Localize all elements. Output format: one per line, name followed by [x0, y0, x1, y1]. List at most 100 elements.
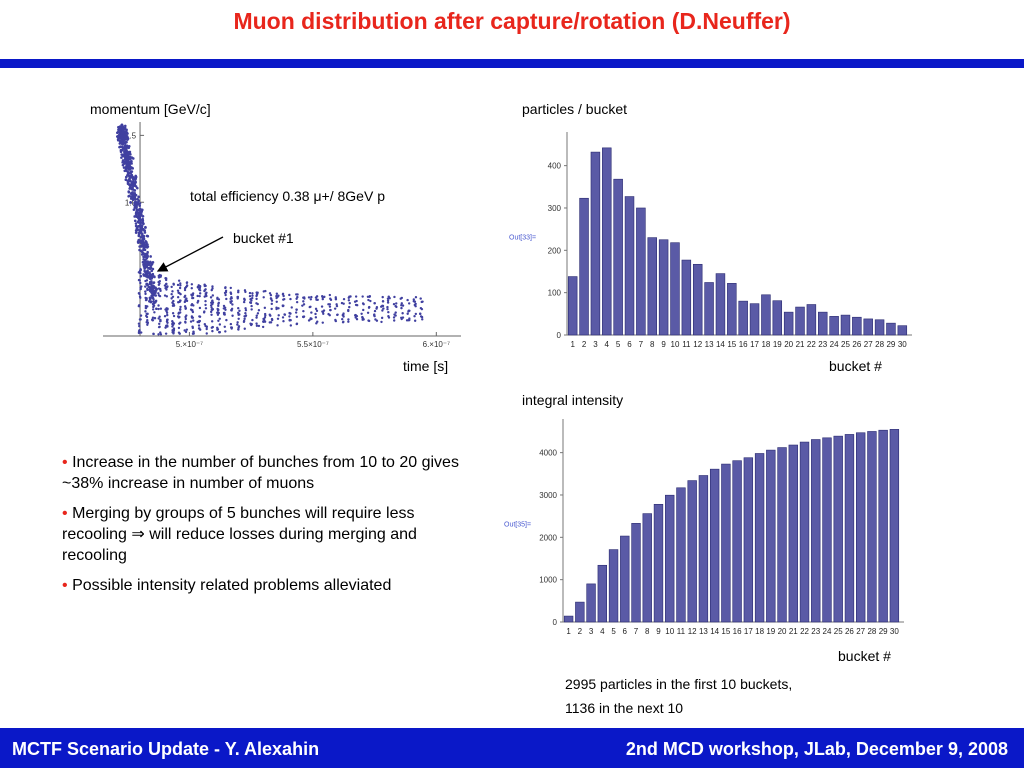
note-line-1: 2995 particles in the first 10 buckets,	[565, 676, 793, 692]
x-tick-label: 1	[570, 340, 575, 349]
scatter-point	[401, 312, 404, 315]
bullet-item: • Possible intensity related problems al…	[62, 577, 392, 594]
x-tick-label: 13	[705, 340, 714, 349]
scatter-point	[127, 164, 131, 168]
scatter-point	[146, 234, 150, 238]
scatter-point	[163, 315, 167, 318]
scatter-point	[157, 307, 160, 311]
bullet-item: • Increase in the number of bunches from…	[62, 454, 459, 492]
scatter-point	[380, 320, 383, 324]
scatter-point	[136, 240, 140, 243]
scatter-point	[185, 299, 189, 303]
x-tick-label: 11	[677, 627, 686, 636]
scatter-point	[177, 316, 181, 319]
scatter-point	[158, 322, 161, 326]
scatter-point	[237, 325, 241, 328]
x-tick-label: 28	[867, 627, 876, 636]
scatter-point	[386, 297, 390, 300]
scatter-point	[236, 323, 239, 326]
scatter-point	[131, 181, 135, 184]
scatter-point	[236, 311, 240, 315]
bar	[806, 304, 817, 336]
scatter-point	[231, 303, 234, 306]
scatter-point	[185, 284, 189, 288]
x-tick-label: 15	[727, 340, 736, 349]
scatter-point	[165, 318, 169, 322]
scatter-point	[141, 215, 145, 218]
scatter-point	[123, 142, 127, 145]
scatter-point	[149, 266, 153, 270]
out-label: Out[35]=	[504, 521, 531, 528]
scatter-point	[412, 298, 416, 301]
scatter-point	[275, 292, 279, 295]
scatter-point	[420, 307, 424, 311]
scatter-point	[146, 323, 149, 326]
scatter-point	[362, 303, 365, 306]
scatter-point	[309, 298, 313, 301]
scatter-point	[151, 308, 155, 311]
scatter-point	[421, 300, 424, 303]
scatter-point	[137, 199, 140, 203]
scatter-point	[136, 226, 139, 230]
scatter-point	[231, 314, 234, 317]
bar	[721, 463, 731, 623]
scatter-point	[130, 162, 133, 165]
scatter-point	[282, 298, 285, 301]
scatter-point	[118, 142, 122, 145]
scatter-point	[262, 318, 266, 321]
scatter-point	[176, 289, 180, 292]
x-tick-label: 12	[693, 340, 702, 349]
note-line-2: 1136 in the next 10	[565, 700, 684, 716]
bar	[761, 294, 771, 336]
scatter-point	[146, 261, 149, 265]
y-tick-label: 1000	[539, 576, 557, 585]
scatter-point	[179, 305, 182, 309]
scatter-point	[151, 274, 154, 277]
scatter-point	[393, 295, 396, 299]
scatter-point	[229, 291, 232, 294]
scatter-point	[126, 159, 130, 163]
scatter-point	[367, 298, 370, 302]
scatter-point	[314, 316, 318, 319]
bar	[844, 434, 855, 623]
bar	[590, 151, 601, 336]
scatter-point	[119, 145, 122, 148]
scatter-point	[347, 299, 351, 302]
scatter-point	[131, 196, 135, 199]
scatter-point	[262, 296, 265, 299]
scatter-point	[139, 249, 143, 253]
scatter-point	[146, 319, 149, 322]
scatter-point	[251, 318, 254, 322]
scatter-point	[151, 318, 154, 322]
scatter-point	[146, 288, 149, 292]
scatter-point	[158, 280, 161, 283]
scatter-point	[243, 327, 246, 330]
scatter-point	[139, 296, 142, 299]
scatter-point	[121, 154, 125, 158]
scatter-point	[163, 284, 167, 287]
scatter-point	[355, 314, 359, 318]
bar	[795, 306, 805, 336]
scatter-y-title: momentum [GeV/c]	[90, 101, 211, 117]
scatter-point	[405, 319, 409, 322]
scatter-point	[336, 313, 339, 316]
scatter-point	[184, 320, 187, 324]
scatter-point	[329, 308, 332, 312]
scatter-point	[256, 302, 259, 306]
scatter-point	[134, 193, 138, 197]
x-tick-label: 21	[789, 627, 798, 636]
scatter-point	[120, 142, 124, 146]
bar	[698, 475, 709, 623]
scatter-point	[121, 128, 125, 132]
scatter-point	[185, 328, 189, 331]
scatter-point	[120, 148, 123, 152]
scatter-point	[152, 332, 155, 336]
scatter-point	[225, 318, 228, 322]
scatter-point	[171, 312, 175, 315]
slide-title: Muon distribution after capture/rotation…	[233, 8, 791, 34]
x-tick-label: 2	[578, 627, 583, 636]
bar	[840, 314, 851, 336]
scatter-point	[277, 307, 280, 310]
scatter-point	[184, 317, 188, 321]
scatter-point	[146, 245, 150, 248]
